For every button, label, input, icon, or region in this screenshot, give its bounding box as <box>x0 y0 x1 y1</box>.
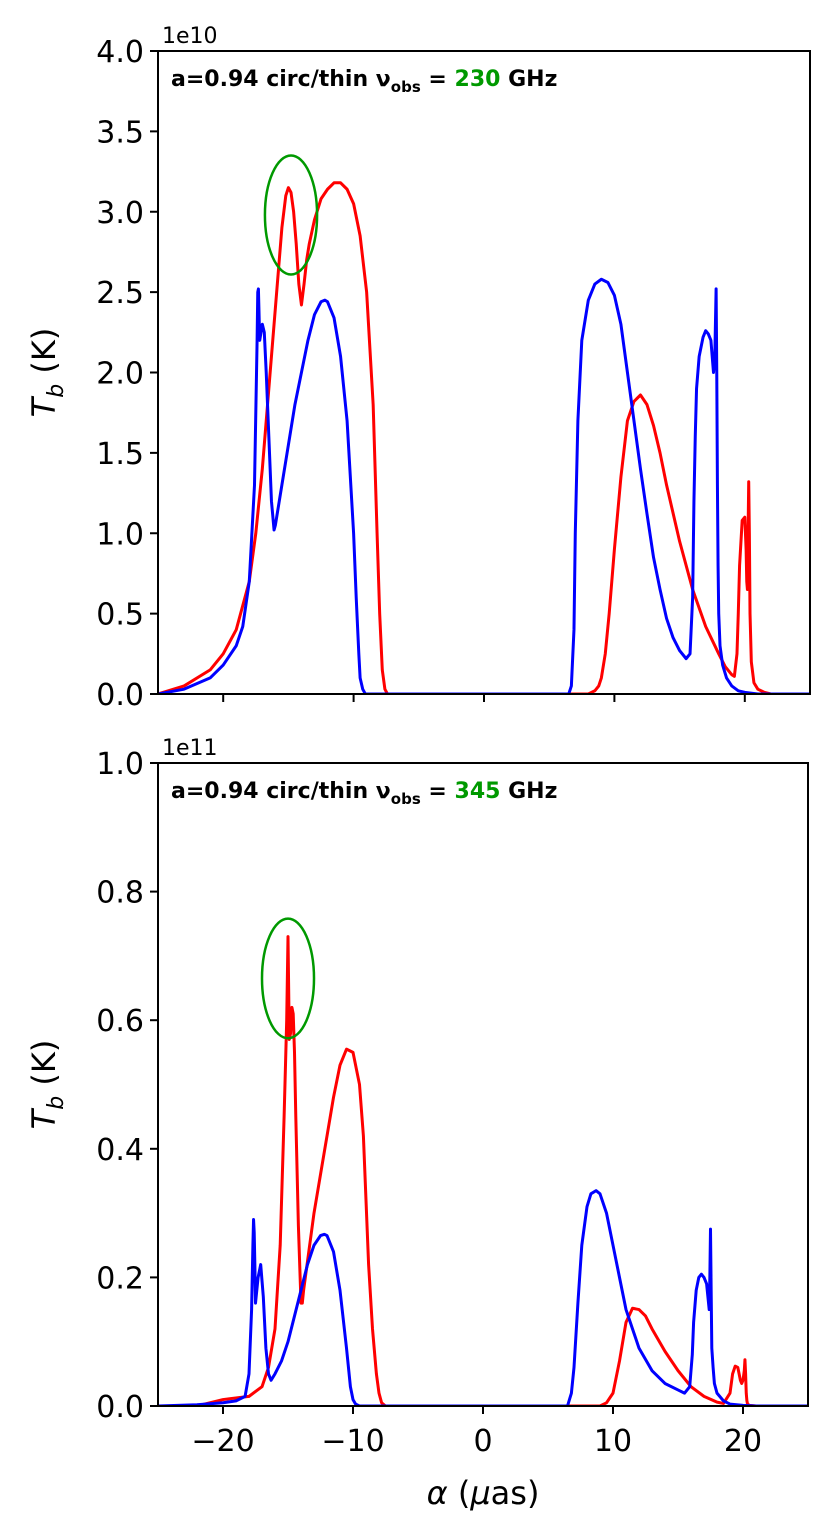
y-tick-label: 1.5 <box>96 437 144 472</box>
y-tick-label: 2.5 <box>96 276 144 311</box>
chart-panel-top: 0.0 0.5 1.0 1.5 2.0 2.5 3.0 3.5 4.0 1e10 Tb (K) a=0… <box>25 24 811 713</box>
x-label-open: ( <box>448 1474 471 1512</box>
annotation-unit: GHz <box>500 779 557 804</box>
y-label-unit: (K) <box>25 1040 63 1096</box>
annotation-prefix: a=0.94 circ/thin <box>171 779 376 804</box>
y-offset-text: 1e10 <box>162 24 218 49</box>
x-tick-label: 10 <box>594 1424 632 1459</box>
highlight-ellipse <box>263 154 319 276</box>
y-label-symbol: T <box>25 395 63 417</box>
annotation-frequency: 230 <box>455 67 501 92</box>
y-label-subscript: b <box>44 1096 69 1110</box>
y-tick-label: 4.0 <box>96 35 144 70</box>
y-tick-label: 3.5 <box>96 115 144 150</box>
annotation-unit: GHz <box>500 67 557 92</box>
panel-annotation: a=0.94 circ/thin νobs = 345 GHz <box>171 779 557 808</box>
y-tick-label: 0.4 <box>96 1133 144 1168</box>
x-tick-label: −20 <box>191 1424 254 1459</box>
y-axis-label: Tb (K) <box>25 1040 69 1130</box>
annotation-nu: ν <box>376 779 391 804</box>
highlight-ellipse <box>260 917 316 1040</box>
series-line-blue <box>158 1189 808 1406</box>
annotation-prefix: a=0.94 circ/thin <box>171 67 376 92</box>
x-label-symbol: α <box>427 1474 448 1512</box>
y-offset-text: 1e11 <box>162 736 218 761</box>
y-tick-label: 0.6 <box>96 1004 144 1039</box>
y-tick-label: 2.0 <box>96 357 144 392</box>
y-label-symbol: T <box>25 1107 63 1129</box>
x-tick-label: −10 <box>321 1424 384 1459</box>
y-tick-label: 0.8 <box>96 876 144 911</box>
annotation-eq: = <box>421 67 455 92</box>
y-label-unit: (K) <box>25 328 63 384</box>
annotation-nu: ν <box>376 67 391 92</box>
y-tick-label: 0.0 <box>96 678 144 713</box>
annotation-frequency: 345 <box>455 779 501 804</box>
y-label-subscript: b <box>44 384 69 398</box>
x-tick-label: 0 <box>473 1424 492 1459</box>
y-tick-label: 1.0 <box>96 517 144 552</box>
annotation-nu-sub: obs <box>391 78 421 96</box>
series-line-red <box>158 181 810 694</box>
y-tick-label: 0.2 <box>96 1261 144 1296</box>
chart-panel-bottom: 0.0 0.2 0.4 0.6 0.8 1.0 −20 −10 0 10 20 1e11 Tb (K) a… <box>25 736 809 1512</box>
x-tick-label: 20 <box>724 1424 762 1459</box>
x-label-rest: as) <box>491 1474 540 1512</box>
x-label-mu: μ <box>469 1474 490 1512</box>
annotation-nu-sub: obs <box>391 790 421 808</box>
y-axis-label: Tb (K) <box>25 328 69 418</box>
x-axis-label: α (μas) <box>427 1474 540 1512</box>
y-tick-label: 0.0 <box>96 1390 144 1425</box>
panel-annotation: a=0.94 circ/thin νobs = 230 GHz <box>171 67 557 96</box>
y-tick-label: 3.0 <box>96 196 144 231</box>
series-line-blue <box>158 277 810 694</box>
y-tick-label: 0.5 <box>96 598 144 633</box>
annotation-eq: = <box>421 779 455 804</box>
y-tick-label: 1.0 <box>96 747 144 782</box>
